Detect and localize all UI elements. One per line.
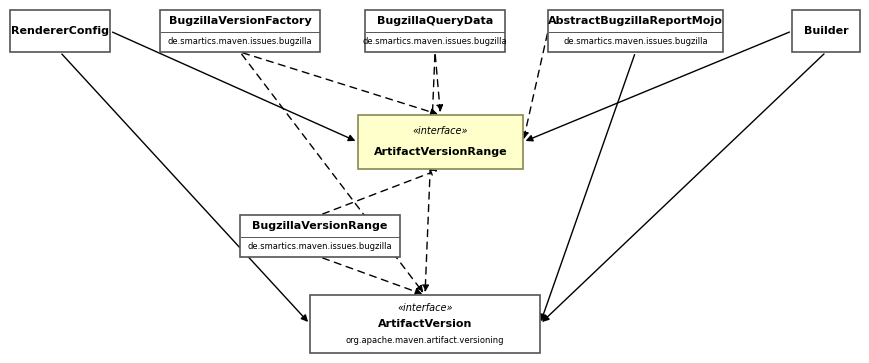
Text: RendererConfig: RendererConfig (11, 26, 109, 36)
Text: org.apache.maven.artifact.versioning: org.apache.maven.artifact.versioning (346, 336, 504, 345)
Bar (548, 10, 723, 52)
Bar (10, 10, 110, 52)
Text: de.smartics.maven.issues.bugzilla: de.smartics.maven.issues.bugzilla (168, 37, 312, 46)
Text: BugzillaQueryData: BugzillaQueryData (377, 16, 493, 26)
Text: BugzillaVersionRange: BugzillaVersionRange (252, 221, 388, 231)
Bar (792, 10, 860, 52)
Text: de.smartics.maven.issues.bugzilla: de.smartics.maven.issues.bugzilla (563, 37, 708, 46)
Text: ArtifactVersion: ArtifactVersion (378, 319, 472, 329)
Text: BugzillaVersionFactory: BugzillaVersionFactory (169, 16, 311, 26)
Bar (365, 10, 505, 52)
Text: de.smartics.maven.issues.bugzilla: de.smartics.maven.issues.bugzilla (362, 37, 507, 46)
Text: de.smartics.maven.issues.bugzilla: de.smartics.maven.issues.bugzilla (248, 242, 392, 250)
Bar (358, 115, 523, 169)
Text: «interface»: «interface» (413, 126, 468, 136)
Bar (160, 10, 320, 52)
Bar (240, 215, 400, 257)
Text: Builder: Builder (804, 26, 848, 36)
Text: ArtifactVersionRange: ArtifactVersionRange (374, 147, 507, 157)
Text: «interface»: «interface» (397, 303, 453, 313)
Text: AbstractBugzillaReportMojo: AbstractBugzillaReportMojo (548, 16, 723, 26)
Bar (310, 295, 540, 353)
